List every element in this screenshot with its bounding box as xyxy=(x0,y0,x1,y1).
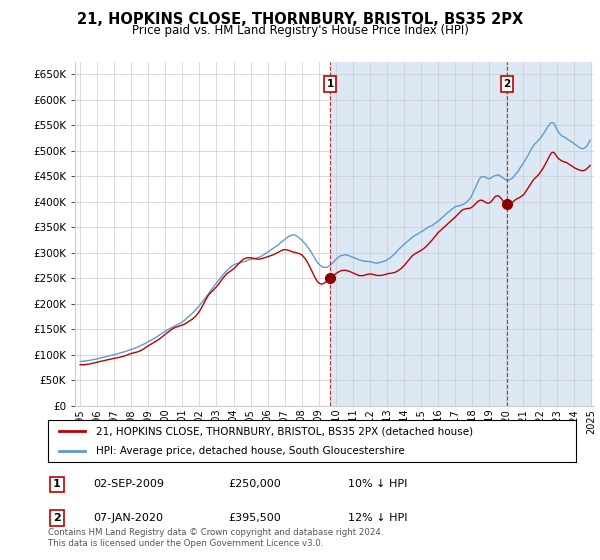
Text: HPI: Average price, detached house, South Gloucestershire: HPI: Average price, detached house, Sout… xyxy=(95,446,404,456)
Text: 2: 2 xyxy=(53,513,61,523)
Text: 1: 1 xyxy=(53,479,61,489)
Text: Price paid vs. HM Land Registry's House Price Index (HPI): Price paid vs. HM Land Registry's House … xyxy=(131,24,469,36)
Bar xyxy=(330,62,592,406)
Text: 21, HOPKINS CLOSE, THORNBURY, BRISTOL, BS35 2PX (detached house): 21, HOPKINS CLOSE, THORNBURY, BRISTOL, B… xyxy=(95,426,473,436)
Text: 12% ↓ HPI: 12% ↓ HPI xyxy=(348,513,407,523)
Text: 1: 1 xyxy=(326,79,334,89)
Text: Contains HM Land Registry data © Crown copyright and database right 2024.
This d: Contains HM Land Registry data © Crown c… xyxy=(48,528,383,548)
Text: 07-JAN-2020: 07-JAN-2020 xyxy=(93,513,163,523)
Text: 2: 2 xyxy=(503,79,511,89)
Text: 10% ↓ HPI: 10% ↓ HPI xyxy=(348,479,407,489)
Text: £395,500: £395,500 xyxy=(228,513,281,523)
Text: £250,000: £250,000 xyxy=(228,479,281,489)
Text: 21, HOPKINS CLOSE, THORNBURY, BRISTOL, BS35 2PX: 21, HOPKINS CLOSE, THORNBURY, BRISTOL, B… xyxy=(77,12,523,27)
Text: 02-SEP-2009: 02-SEP-2009 xyxy=(93,479,164,489)
